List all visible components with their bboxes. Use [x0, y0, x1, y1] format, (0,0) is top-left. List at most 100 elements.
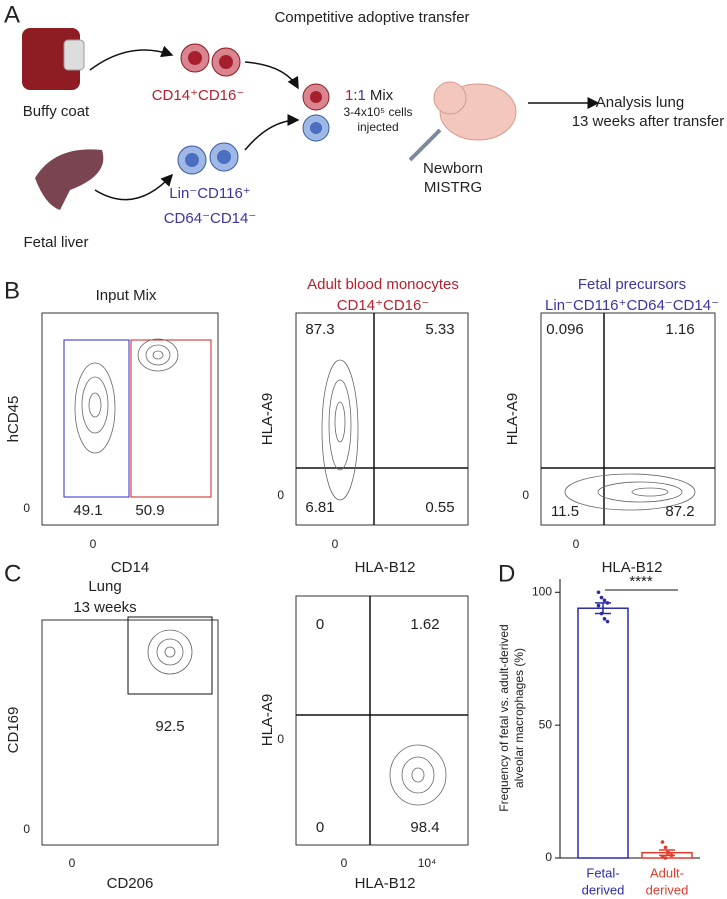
plot-title: Lung — [88, 578, 121, 595]
y-tick-label: 50 — [539, 717, 553, 731]
panel-letter: D — [498, 560, 515, 587]
x-tick-label: derived — [646, 882, 689, 897]
quadrant-value: 0 — [316, 616, 324, 633]
data-point — [669, 853, 674, 858]
panel-a: A Competitive adoptive transfer Buffy co… — [4, 1, 724, 251]
contours — [321, 359, 359, 501]
plot-title: 13 weeks — [73, 599, 136, 616]
cells-label: 3-4x10⁵ cells — [343, 105, 412, 119]
source-label: Buffy coat — [23, 103, 90, 120]
x-tick-label: 0 — [332, 537, 339, 551]
panel-d: D Frequency of fetal vs. adult-derived a… — [497, 560, 678, 812]
recipient-label: MISTRG — [424, 179, 482, 196]
liver-icon — [35, 149, 104, 210]
x-axis-label: HLA-B12 — [355, 559, 416, 576]
x-tick-label: 0 — [69, 856, 76, 870]
mix-label: 1:1 Mix — [345, 87, 394, 104]
data-point — [666, 850, 671, 855]
y-axis-label: HLA-A9 — [259, 694, 276, 747]
y-axis-label: hCD45 — [5, 396, 22, 443]
plot-frame — [41, 619, 219, 846]
x-tick-label: Fetal- — [586, 865, 619, 880]
cells-label: injected — [357, 120, 398, 134]
data-point — [602, 617, 607, 621]
recipient-label: Newborn — [423, 160, 483, 177]
gate-value: 92.5 — [155, 718, 184, 735]
plot-frame — [295, 312, 469, 526]
data-point — [605, 601, 610, 605]
significance: **** — [629, 573, 653, 590]
data-point — [663, 845, 668, 850]
nucleus — [217, 150, 231, 164]
y-tick-label: 0 — [23, 822, 30, 836]
quadrant-value: 98.4 — [410, 819, 439, 836]
mix: Mix — [370, 87, 394, 104]
panel-letter: B — [4, 277, 20, 304]
y-tick-label: 0 — [522, 488, 529, 502]
x-tick-label: 0 — [341, 856, 348, 870]
x-axis-label: HLA-B12 — [355, 875, 416, 892]
source-label: Fetal liver — [23, 234, 88, 251]
plot-title: Adult blood monocytes — [307, 276, 459, 293]
panel-c: C Lung 13 weeks 92.5 CD169 0 0 CD206 0 1… — [4, 560, 469, 892]
gate-value: 50.9 — [135, 502, 164, 519]
y-axis-label: Frequency of fetal vs. adult-derived — [497, 624, 511, 811]
mouse-head — [433, 81, 467, 115]
ratio: 1 — [358, 87, 366, 104]
contours — [564, 473, 696, 511]
y-tick-label: 0 — [277, 488, 284, 502]
analysis-label: 13 weeks after transfer — [572, 113, 725, 130]
quadrant-value: 1.62 — [410, 616, 439, 633]
arrow — [94, 173, 174, 201]
gate-value: 49.1 — [73, 502, 102, 519]
contours — [147, 629, 193, 675]
bag-tube — [63, 39, 85, 71]
panel-b: B Input Mix Adult blood monocytes CD14⁺C… — [4, 276, 719, 576]
quadrant-value: 87.2 — [665, 503, 694, 520]
x-axis-label: CD206 — [107, 875, 154, 892]
nucleus — [310, 122, 322, 134]
population-label: CD14⁺CD16⁻ — [152, 87, 245, 104]
nucleus — [310, 91, 322, 103]
y-tick-label: 0 — [23, 501, 30, 515]
population-label: Lin⁻CD116⁺ — [169, 185, 250, 202]
quadrant-value: 6.81 — [305, 499, 334, 516]
quadrant-value: 87.3 — [305, 321, 334, 338]
nucleus — [219, 55, 233, 69]
plot-title: Fetal precursors — [578, 276, 686, 293]
quadrant-value: 0.096 — [546, 321, 584, 338]
panel-title: Competitive adoptive transfer — [274, 9, 469, 26]
x-axis-label: CD14 — [111, 559, 149, 576]
nucleus — [188, 51, 202, 65]
gate — [130, 339, 212, 498]
contours — [74, 338, 179, 454]
data-point — [596, 603, 601, 608]
plot-frame — [295, 595, 469, 846]
data-point — [663, 856, 668, 860]
x-tick-label: 10⁴ — [418, 856, 437, 870]
syringe-icon — [408, 128, 442, 162]
y-tick-label: 0 — [545, 850, 552, 864]
arrow — [244, 114, 300, 151]
data-point — [596, 590, 601, 595]
x-tick-label: Adult- — [650, 865, 684, 880]
quadrant-value: 5.33 — [425, 321, 454, 338]
population-label: CD64⁻CD14⁻ — [164, 210, 257, 227]
quadrant-value: 1.16 — [665, 321, 694, 338]
ratio: 1 — [345, 87, 353, 104]
gate — [127, 616, 213, 695]
panel-letter: C — [4, 560, 21, 587]
data-point — [599, 595, 604, 600]
quadrant-value: 0 — [316, 819, 324, 836]
arrow — [244, 61, 299, 90]
gate — [63, 339, 130, 498]
x-tick-label: 0 — [573, 537, 580, 551]
quadrant-value: 11.5 — [551, 503, 579, 520]
panel-letter: A — [4, 1, 20, 28]
y-axis-label: HLA-A9 — [259, 393, 276, 446]
y-tick-label: 100 — [532, 584, 552, 598]
plot-title: CD14⁺CD16⁻ — [337, 297, 430, 314]
y-tick-label: 0 — [277, 732, 284, 746]
y-axis-label: CD169 — [5, 707, 22, 754]
